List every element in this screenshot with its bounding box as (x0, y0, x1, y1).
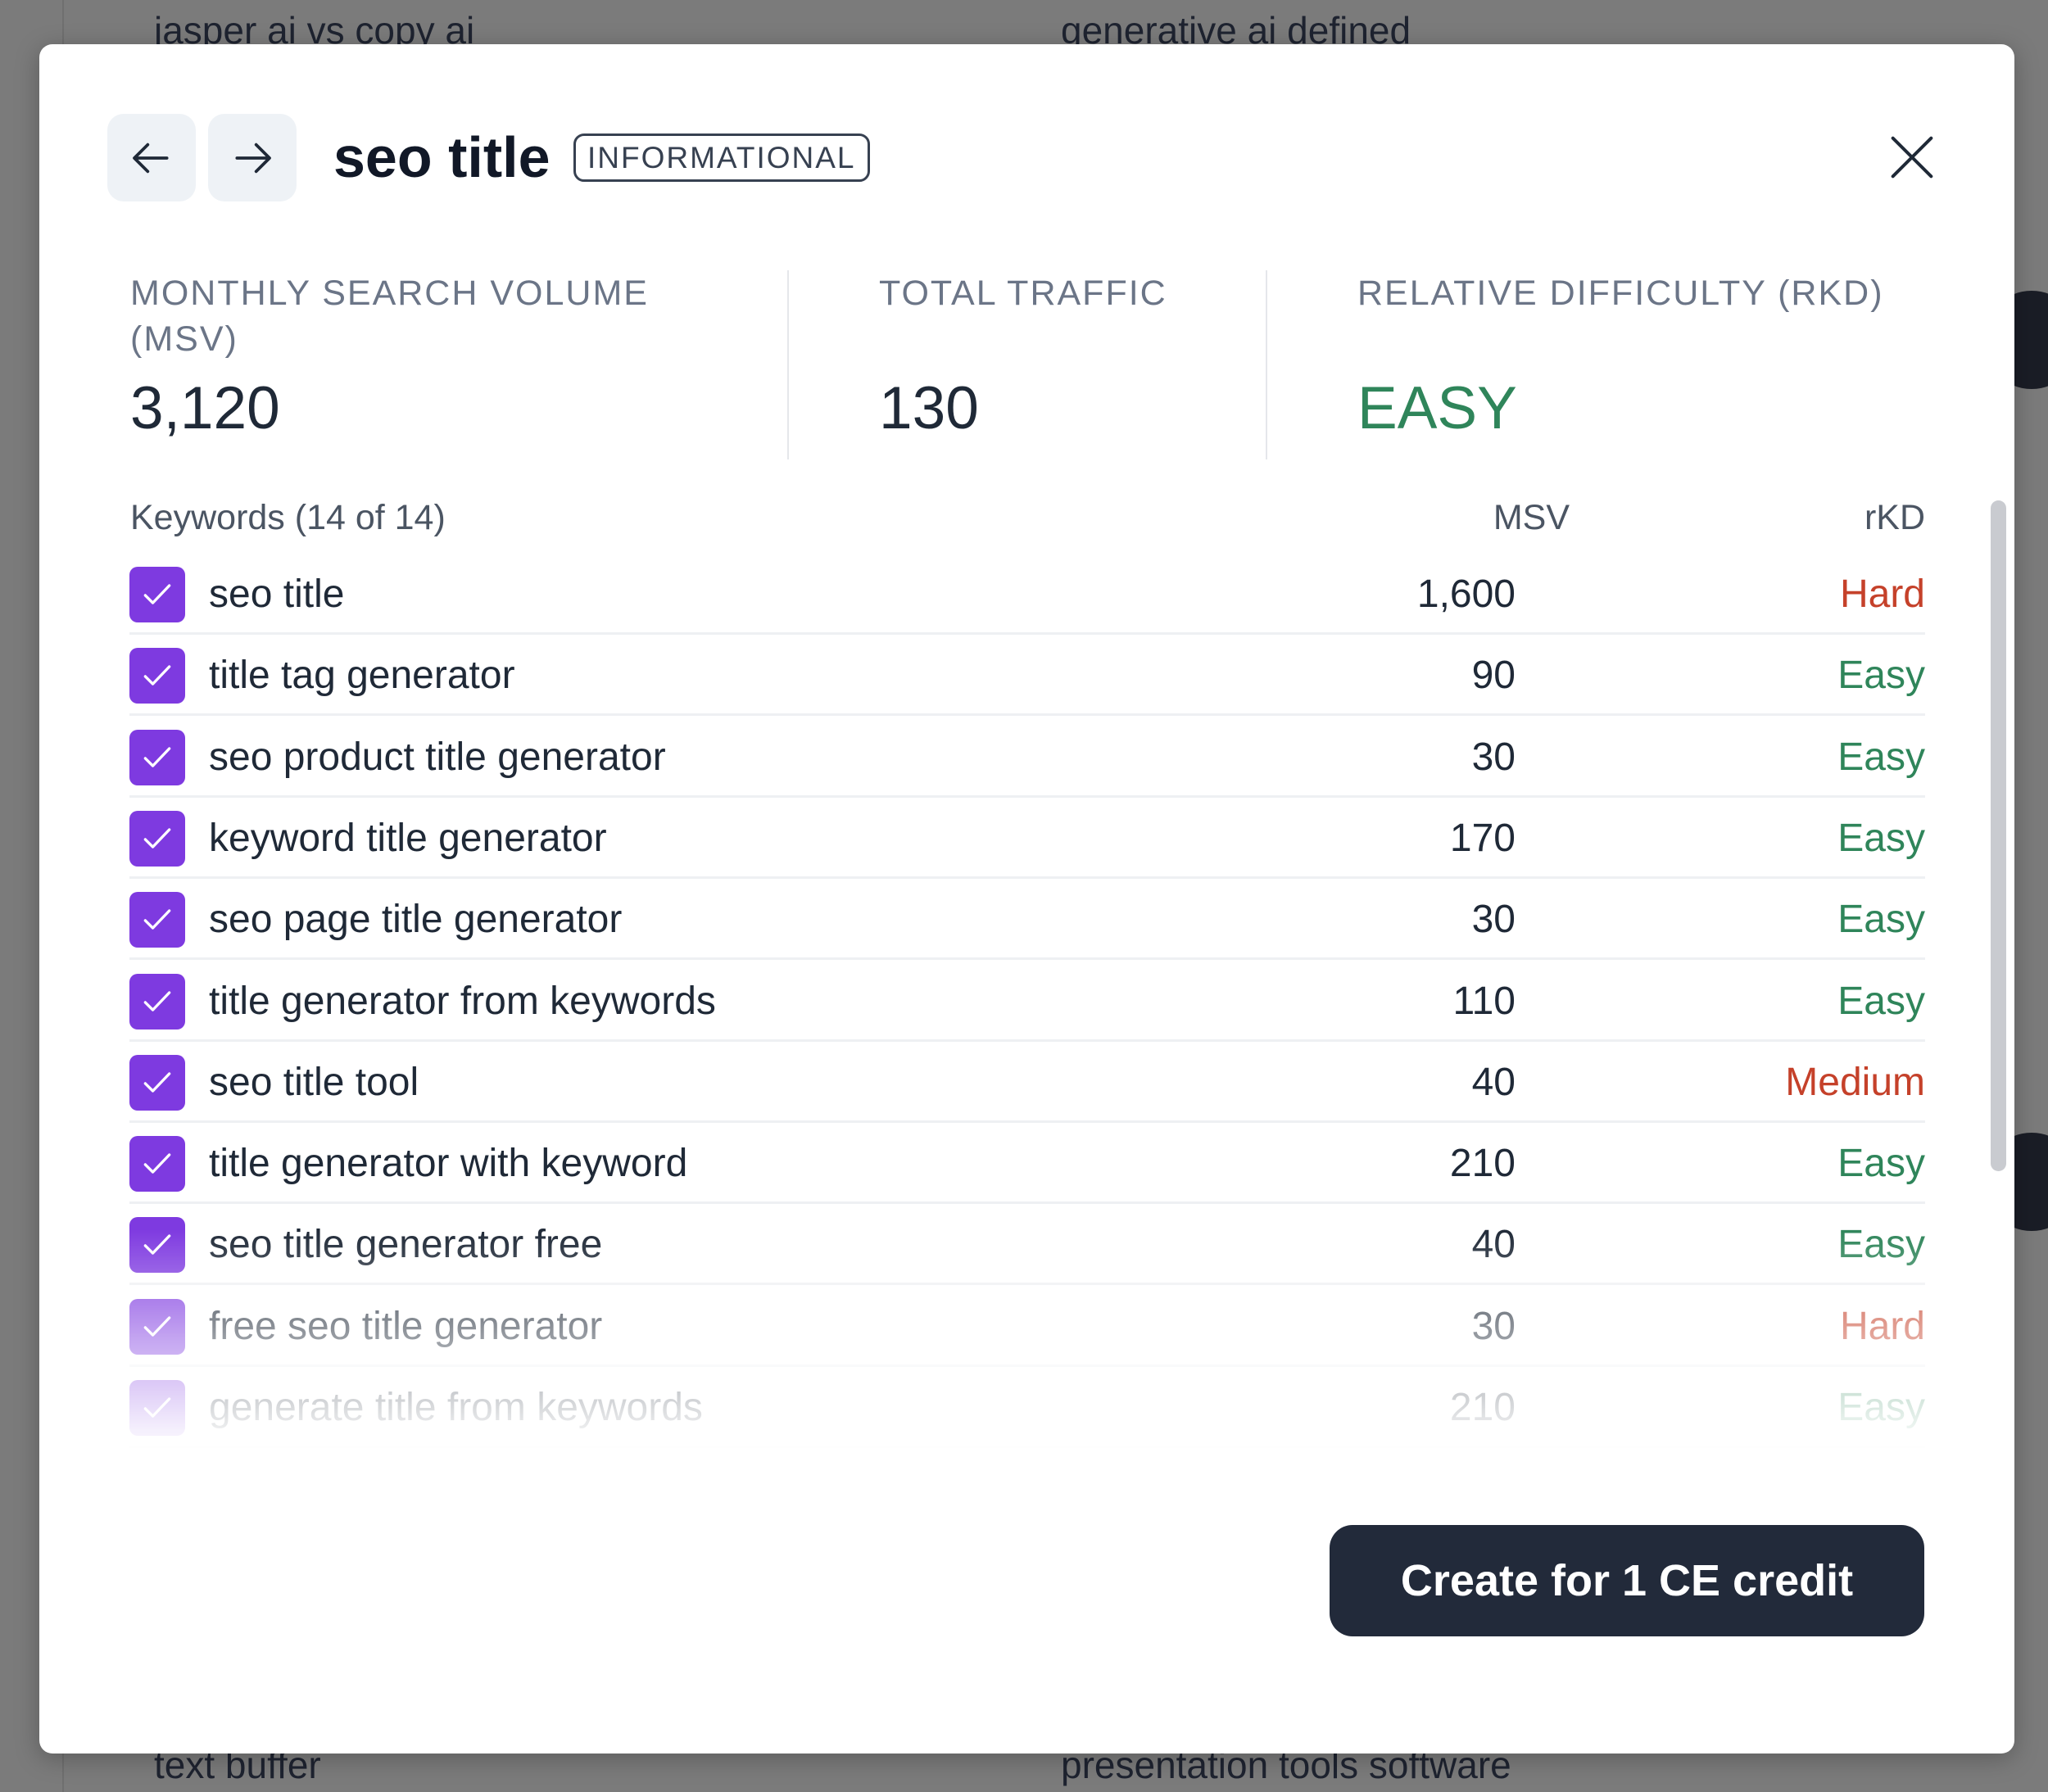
check-icon (143, 909, 171, 930)
keyword-text: seo product title generator (209, 735, 666, 779)
keyword-rkd: Easy (1837, 816, 1925, 860)
keyword-text: generate title from keywords (209, 1386, 703, 1429)
keyword-text: seo title generator free (209, 1223, 603, 1267)
keyword-rkd: Easy (1837, 654, 1925, 698)
check-icon (143, 1072, 171, 1093)
keyword-msv: 210 (1449, 1142, 1516, 1186)
keyword-text: title generator from keywords (209, 979, 716, 1023)
keyword-rkd: Easy (1837, 1142, 1925, 1186)
keyword-checkbox[interactable] (129, 892, 185, 948)
keyword-rkd: Easy (1837, 1386, 1925, 1429)
keyword-cluster-modal: seo title INFORMATIONAL MONTHLY SEARCH V… (39, 44, 2014, 1754)
keyword-checkbox[interactable] (129, 1298, 185, 1355)
keyword-msv: 1,600 (1416, 572, 1516, 616)
keyword-row[interactable]: generate title from keywords 210 Easy (129, 1367, 1925, 1448)
keyword-checkbox[interactable] (129, 1380, 185, 1436)
keyword-row[interactable]: title generator with keyword 210 Easy (129, 1123, 1925, 1205)
stat-divider (787, 270, 789, 459)
msv-label: MONTHLY SEARCH VOLUME (MSV) (130, 274, 649, 359)
keyword-row[interactable]: free seo title generator 30 Hard (129, 1286, 1925, 1367)
rkd-column-header: rKD (1864, 498, 1925, 537)
keyword-msv: 40 (1471, 1060, 1516, 1104)
keyword-rkd: Easy (1837, 735, 1925, 779)
msv-column-header: MSV (1493, 498, 1570, 537)
keyword-row[interactable]: seo product title generator 30 Easy (129, 717, 1925, 798)
check-icon (143, 828, 171, 848)
scrollbar[interactable] (1991, 500, 2006, 1171)
keyword-row[interactable]: title tag generator 90 Easy (129, 635, 1925, 717)
check-icon (143, 746, 171, 767)
keyword-checkbox[interactable] (129, 567, 185, 622)
keyword-msv: 30 (1471, 1304, 1516, 1348)
keyword-msv: 30 (1471, 898, 1516, 942)
modal-title: seo title (333, 125, 551, 189)
keyword-rkd: Easy (1837, 979, 1925, 1023)
check-icon (143, 1316, 171, 1337)
keyword-checkbox[interactable] (129, 810, 185, 867)
keyword-msv: 90 (1471, 654, 1516, 698)
keyword-text: title generator with keyword (209, 1142, 688, 1186)
arrow-right-icon (235, 143, 271, 173)
keyword-msv: 170 (1449, 816, 1516, 860)
keyword-rkd: Hard (1839, 1304, 1925, 1348)
keyword-msv: 30 (1471, 735, 1516, 779)
keyword-text: seo title tool (209, 1060, 419, 1104)
previous-button[interactable] (107, 114, 196, 201)
keyword-text: free seo title generator (209, 1304, 603, 1348)
check-icon (143, 1397, 171, 1418)
close-icon[interactable] (1889, 134, 1935, 180)
msv-value: 3,120 (130, 375, 280, 441)
keyword-row[interactable]: seo title 1,600 Hard (129, 554, 1925, 635)
keyword-checkbox[interactable] (129, 1217, 185, 1274)
keyword-checkbox[interactable] (129, 648, 185, 704)
keyword-rkd: Easy (1837, 1223, 1925, 1267)
keyword-list: seo title 1,600 Hard title tag generator 90 E… (129, 550, 1925, 1475)
create-button[interactable]: Create for 1 CE credit (1330, 1525, 1924, 1636)
check-icon (143, 1153, 171, 1174)
keyword-checkbox[interactable] (129, 973, 185, 1029)
next-button[interactable] (208, 114, 297, 201)
traffic-label: TOTAL TRAFFIC (879, 274, 1167, 313)
keyword-checkbox[interactable] (129, 729, 185, 785)
stat-divider (1266, 270, 1267, 459)
keyword-rkd: Easy (1837, 898, 1925, 942)
keywords-header: Keywords (14 of 14) (130, 498, 446, 537)
check-icon (143, 665, 171, 686)
keyword-checkbox[interactable] (129, 1136, 185, 1192)
keyword-msv: 210 (1449, 1386, 1516, 1429)
keyword-row[interactable]: seo page title generator 30 Easy (129, 879, 1925, 961)
arrow-left-icon (133, 143, 169, 173)
keyword-row[interactable]: seo title tool 40 Medium (129, 1042, 1925, 1123)
keyword-text: seo title (209, 572, 345, 616)
keyword-row[interactable]: keyword title generator 170 Easy (129, 798, 1925, 879)
keyword-rkd: Hard (1839, 572, 1925, 616)
keyword-text: title tag generator (209, 654, 515, 698)
difficulty-label: RELATIVE DIFFICULTY (RKD) (1357, 274, 1884, 313)
keyword-checkbox[interactable] (129, 1054, 185, 1111)
check-icon (143, 1234, 171, 1256)
check-icon (143, 584, 171, 604)
keyword-msv: 110 (1452, 979, 1516, 1023)
traffic-value: 130 (879, 375, 979, 441)
difficulty-value: EASY (1357, 375, 1517, 441)
keyword-row[interactable]: seo title generator free 40 Easy (129, 1204, 1925, 1286)
check-icon (143, 990, 171, 1011)
keyword-text: seo page title generator (209, 898, 623, 942)
keyword-msv: 40 (1471, 1223, 1516, 1267)
intent-badge: INFORMATIONAL (573, 133, 870, 182)
keyword-text: keyword title generator (209, 816, 607, 860)
keyword-rkd: Medium (1785, 1060, 1925, 1104)
keyword-row[interactable]: title generator from keywords 110 Easy (129, 961, 1925, 1042)
